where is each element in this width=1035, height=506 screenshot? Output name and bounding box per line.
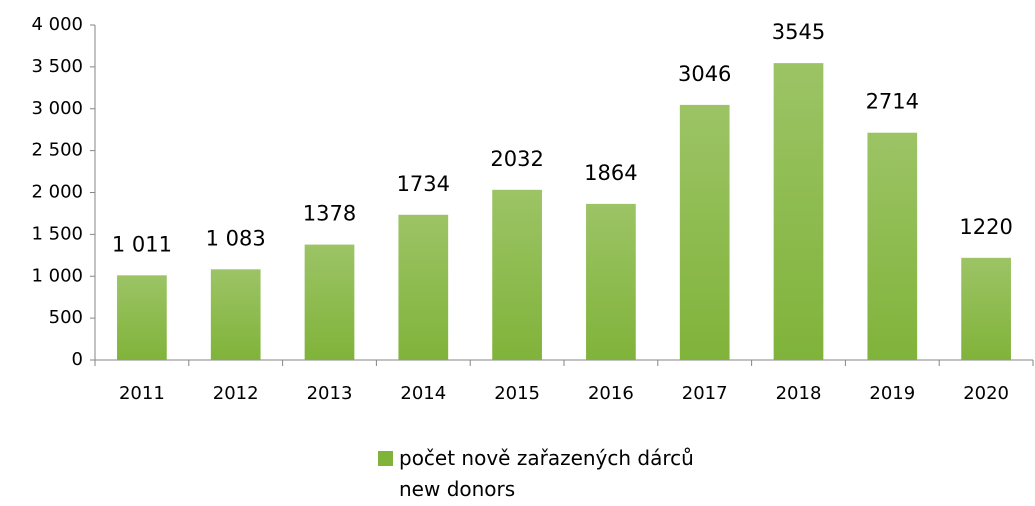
- data-label: 1734: [397, 172, 450, 196]
- bar: [304, 244, 355, 360]
- y-tick-label: 0: [72, 349, 83, 370]
- data-label: 1220: [959, 215, 1012, 239]
- bar: [867, 132, 918, 360]
- data-label: 3545: [772, 20, 825, 44]
- y-tick-label: 4 000: [31, 14, 83, 35]
- x-tick-label: 2019: [869, 383, 915, 404]
- legend-swatch: [378, 451, 393, 466]
- data-label: 2032: [490, 147, 543, 171]
- legend: počet nově zařazených dárců new donors: [378, 443, 694, 505]
- y-tick-label: 2 000: [31, 182, 83, 203]
- data-label: 1378: [303, 202, 356, 226]
- bar: [586, 203, 636, 360]
- bar: [398, 214, 449, 360]
- x-tick-label: 2018: [776, 383, 822, 404]
- data-label: 1864: [584, 161, 637, 185]
- y-tick-label: 1 500: [31, 223, 83, 244]
- x-tick-label: 2011: [119, 383, 165, 404]
- bar: [773, 63, 824, 360]
- bar: [679, 104, 730, 361]
- chart: 0 500 1 000 1 500 2 000 2 500 3 000 3 500 4 000 2…: [31, 14, 1034, 404]
- bar: [117, 275, 167, 360]
- y-tick-label: 3 500: [31, 56, 83, 77]
- y-tick-label: 1 000: [31, 265, 83, 286]
- y-tick-label: 3 000: [31, 98, 83, 119]
- x-tick-label: 2012: [213, 383, 259, 404]
- data-label: 2714: [866, 90, 919, 114]
- bar: [961, 257, 1011, 360]
- data-label: 1 083: [206, 226, 266, 250]
- data-label: 3046: [678, 62, 731, 86]
- x-tick-label: 2020: [963, 383, 1009, 404]
- x-tick-label: 2013: [307, 383, 353, 404]
- legend-label: počet nově zařazených dárců new donors: [399, 446, 694, 501]
- x-tick-label: 2017: [682, 383, 728, 404]
- y-tick-label: 2 500: [31, 140, 83, 161]
- x-tick-label: 2014: [400, 383, 446, 404]
- data-label: 1 011: [112, 232, 172, 256]
- y-tick-label: 500: [49, 307, 83, 328]
- bar: [210, 269, 261, 360]
- bar: [492, 189, 542, 360]
- x-tick-label: 2015: [494, 383, 540, 404]
- x-tick-label: 2016: [588, 383, 634, 404]
